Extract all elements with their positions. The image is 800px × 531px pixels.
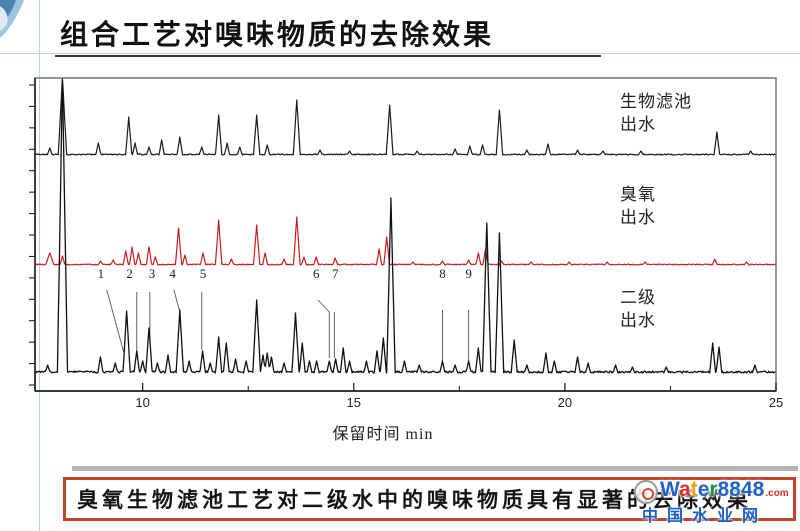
trace-1 [34,78,776,156]
watermark-letter: r [709,478,718,501]
trace-label: 生物滤池 出水 [620,92,692,134]
horizontal-guide-line [0,53,800,54]
watermark-letter: a [679,478,691,501]
watermark-domain: .com [765,488,789,499]
x-axis-title: 保留时间 min [332,426,434,443]
trace-label: 二级 出水 [620,288,656,330]
trace-3 [34,79,776,374]
peak-leader-line [173,289,181,313]
peak-leader-line [106,289,125,353]
watermark-letter: W [660,478,680,501]
watermark-brand-letters: Water8848 [660,478,764,501]
peak-number: 8 [439,266,446,281]
watermark-icon [634,480,658,504]
box-shadow-bar [72,466,798,471]
peak-number: 7 [331,266,339,281]
watermark-letter: t [690,478,698,501]
x-tick-label: 20 [557,395,573,410]
peak-number: 6 [312,266,320,281]
peak-number: 5 [199,266,207,281]
peak-number: 3 [148,266,156,281]
peak-number: 2 [126,266,133,281]
peak-number: 4 [169,266,176,281]
peak-number: 1 [97,266,105,281]
peak-leader-line [317,299,330,358]
watermark-letter: 8 [717,478,730,501]
corner-water-graphic [0,0,24,38]
watermark-letter: 8 [729,478,741,501]
watermark-brand: Water8848.com [660,478,789,502]
peak-number: 9 [465,266,472,281]
watermark-letter: 4 [740,478,753,501]
trace-2 [34,216,776,266]
chromatogram-plot [29,77,777,392]
watermark: Water8848.com 中国水业网 [632,477,800,525]
x-tick-label: 15 [346,395,361,410]
watermark-letter: 8 [752,478,765,501]
watermark-letter: e [697,478,710,501]
x-tick-label: 10 [135,395,150,410]
vertical-guide-line [39,0,40,531]
x-tick-label: 25 [768,395,784,410]
watermark-site-name: 中国水业网 [642,508,768,525]
trace-label: 臭氧 出水 [620,185,656,227]
page-title: 组合工艺对嗅味物质的去除效果 [60,20,495,51]
title-underline [55,55,601,57]
